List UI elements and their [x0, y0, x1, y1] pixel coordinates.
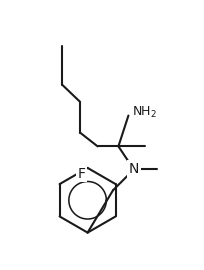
- Text: F: F: [78, 167, 85, 181]
- Text: NH$_2$: NH$_2$: [132, 105, 157, 120]
- Text: N: N: [129, 163, 139, 177]
